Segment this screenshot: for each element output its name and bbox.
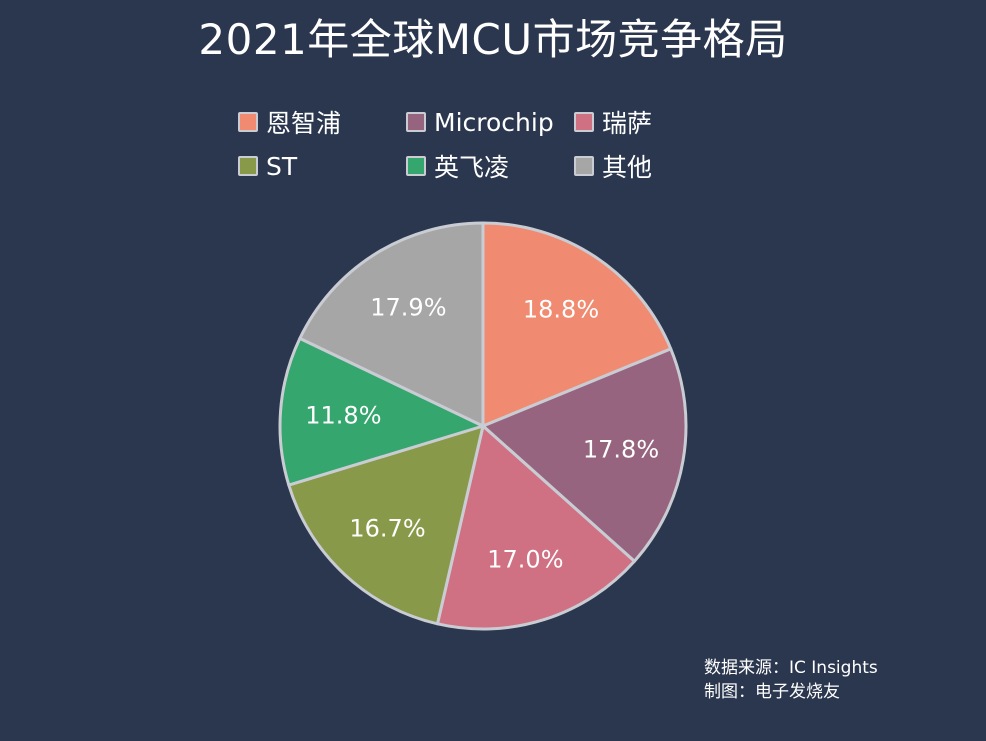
legend-item-st: ST bbox=[238, 150, 297, 182]
legend-item-nxp: 恩智浦 bbox=[238, 106, 341, 138]
legend-item-renesas: 瑞萨 bbox=[574, 106, 652, 138]
slice-label-others: 17.9% bbox=[370, 294, 446, 322]
credit-line: 制图：电子发烧友 bbox=[704, 682, 840, 702]
legend-label-others: 其他 bbox=[602, 153, 653, 182]
legend-swatch-others bbox=[574, 156, 594, 176]
chart-title: 2021年全球MCU市场竞争格局 bbox=[198, 15, 788, 64]
legend-label-renesas: 瑞萨 bbox=[602, 109, 653, 138]
pie-slice-renesas bbox=[435, 424, 636, 631]
legend-item-infineon: 英飞凌 bbox=[406, 150, 509, 182]
chart-legend: 恩智浦 Microchip 瑞萨 ST 英飞凌 其他 bbox=[238, 106, 698, 196]
source-line: 数据来源：IC Insights bbox=[704, 658, 878, 678]
slice-label-nxp: 18.8% bbox=[523, 296, 599, 324]
pie-slice-microchip bbox=[481, 347, 688, 563]
slice-label-st: 16.7% bbox=[349, 514, 425, 542]
source-note: 数据来源：IC Insights 制图：电子发烧友 bbox=[704, 656, 878, 704]
pie-slice-infineon bbox=[278, 336, 485, 487]
pie-slice-st bbox=[287, 424, 485, 626]
legend-label-nxp: 恩智浦 bbox=[266, 109, 342, 138]
slice-label-renesas: 17.0% bbox=[487, 545, 563, 573]
legend-swatch-microchip bbox=[406, 112, 426, 132]
legend-label-infineon: 英飞凌 bbox=[434, 153, 510, 182]
pie-slice-nxp bbox=[481, 221, 673, 428]
legend-swatch-nxp bbox=[238, 112, 258, 132]
slice-label-infineon: 11.8% bbox=[305, 402, 381, 430]
legend-item-others: 其他 bbox=[574, 150, 652, 182]
legend-label-microchip: Microchip bbox=[434, 107, 554, 137]
legend-swatch-renesas bbox=[574, 112, 594, 132]
legend-item-microchip: Microchip bbox=[406, 106, 554, 138]
legend-swatch-st bbox=[238, 156, 258, 176]
pie-slice-others bbox=[298, 221, 485, 428]
legend-label-st: ST bbox=[266, 151, 298, 181]
legend-swatch-infineon bbox=[406, 156, 426, 176]
slice-label-microchip: 17.8% bbox=[583, 436, 659, 464]
